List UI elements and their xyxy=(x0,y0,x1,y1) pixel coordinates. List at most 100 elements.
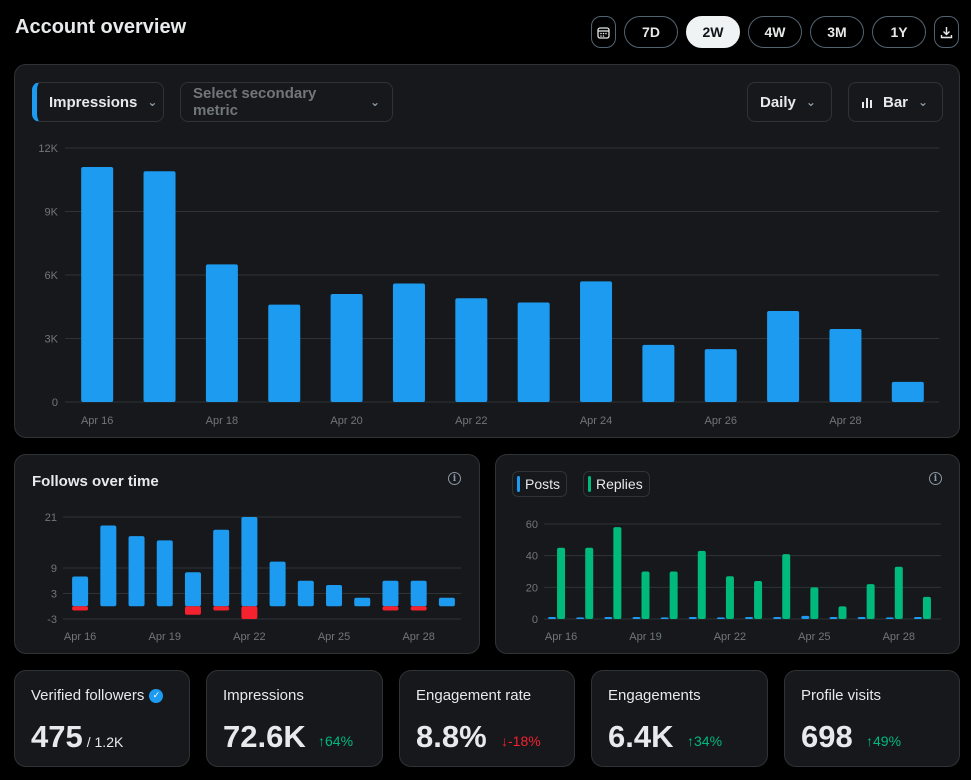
stat-value: 6.4K xyxy=(608,719,674,754)
bar-follows xyxy=(438,597,455,607)
bar-main xyxy=(704,349,737,402)
range-1y-button[interactable]: 1Y xyxy=(872,16,926,48)
stat-engagement-rate[interactable]: Engagement rate 8.8% ↓-18% xyxy=(399,670,575,767)
chevron-down-icon: ⌄ xyxy=(918,95,929,109)
bar-posts xyxy=(576,617,585,619)
stat-value: 72.6K xyxy=(223,719,306,754)
x-tick-label: Apr 28 xyxy=(402,631,434,643)
stat-engagements[interactable]: Engagements 6.4K ↑34% xyxy=(591,670,768,767)
x-tick-label: Apr 24 xyxy=(580,415,612,427)
x-tick-label: Apr 25 xyxy=(798,631,830,643)
bar-replies xyxy=(782,554,791,619)
bar-unfollows xyxy=(382,606,399,611)
bar-replies xyxy=(922,596,931,619)
stat-label: Impressions xyxy=(223,687,304,704)
range-3m-button[interactable]: 3M xyxy=(810,16,864,48)
bar-unfollows xyxy=(213,606,230,611)
bar-posts xyxy=(745,617,754,619)
range-7d-button[interactable]: 7D xyxy=(624,16,678,48)
stat-value: 475/ 1.2K xyxy=(31,719,123,755)
secondary-metric-placeholder: Select secondary metric xyxy=(193,85,317,119)
range-4w-button[interactable]: 4W xyxy=(748,16,802,48)
legend-replies-label: Replies xyxy=(596,476,643,492)
stat-label-text: Verified followers xyxy=(31,687,145,704)
stat-delta: ↑64% xyxy=(318,733,354,749)
x-tick-label: Apr 22 xyxy=(714,631,746,643)
bar-chart-icon xyxy=(862,98,872,108)
bar-posts xyxy=(548,617,557,619)
replies-swatch xyxy=(588,476,591,492)
stat-profile-visits[interactable]: Profile visits 698 ↑49% xyxy=(784,670,960,767)
chart-type-label: Bar xyxy=(883,93,909,111)
download-icon xyxy=(940,26,953,38)
bar-main xyxy=(517,302,550,402)
bar-follows xyxy=(382,580,399,607)
legend-posts-label: Posts xyxy=(525,476,561,492)
chart-type-select[interactable]: Bar ⌄ xyxy=(848,82,943,122)
bar-replies xyxy=(641,571,650,619)
bar-unfollows xyxy=(410,606,427,611)
bar-follows xyxy=(128,536,145,607)
legend-posts[interactable]: Posts xyxy=(512,471,568,497)
bar-replies xyxy=(725,576,734,619)
posts-chart-card: Posts Replies i 0 20 40 60 Apr 16 Apr 19 Apr 2… xyxy=(495,454,960,654)
bar-main xyxy=(330,294,363,402)
y-tick-label: 3 xyxy=(51,589,57,601)
stat-label: Engagement rate xyxy=(416,687,532,704)
bar-unfollows xyxy=(72,606,89,611)
info-icon[interactable]: i xyxy=(448,472,461,485)
bar-follows xyxy=(410,580,427,607)
interval-select[interactable]: Daily ⌄ xyxy=(747,82,832,122)
bar-replies xyxy=(894,566,903,619)
x-tick-label: Apr 18 xyxy=(206,415,238,427)
chevron-down-icon: ⌄ xyxy=(369,95,380,109)
bar-replies xyxy=(557,547,566,619)
range-2w-button[interactable]: 2W xyxy=(686,16,740,48)
bar-replies xyxy=(697,550,706,619)
secondary-metric-select[interactable]: Select secondary metric ⌄ xyxy=(180,82,393,122)
x-tick-label: Apr 19 xyxy=(629,631,661,643)
stat-value: 8.8% xyxy=(416,719,487,754)
impressions-bar-chart: 0 3K 6K 9K 12K Apr 16 Apr 18 Apr 20 Apr 22 Apr 24… xyxy=(38,143,939,427)
bar-main xyxy=(829,328,862,402)
posts-replies-bar-chart: 0 20 40 60 Apr 16 Apr 19 Apr 22 Apr 25 Apr 28 xyxy=(526,519,941,643)
x-tick-label: Apr 16 xyxy=(81,415,113,427)
page-title: Account overview xyxy=(15,16,187,38)
follows-chart-card: Follows over time i -3 3 9 21 Apr 16 Apr 19 Ap… xyxy=(14,454,480,654)
bar-main xyxy=(891,381,924,402)
stat-impressions[interactable]: Impressions 72.6K ↑64% xyxy=(206,670,383,767)
y-tick-label: 3K xyxy=(45,334,59,346)
bar-posts xyxy=(885,617,894,619)
bar-posts xyxy=(604,617,613,619)
bar-main xyxy=(268,304,301,402)
y-tick-label: 9K xyxy=(45,207,59,219)
y-tick-label: 12K xyxy=(38,143,58,155)
stat-sub: / 1.2K xyxy=(86,734,124,750)
info-icon[interactable]: i xyxy=(929,472,942,485)
stat-delta: ↑34% xyxy=(687,733,723,749)
follows-title: Follows over time xyxy=(32,473,159,490)
x-tick-label: Apr 22 xyxy=(455,415,487,427)
bar-unfollows xyxy=(184,606,201,615)
y-tick-label: 6K xyxy=(45,270,59,282)
bar-follows xyxy=(326,585,343,607)
download-button[interactable] xyxy=(934,16,959,48)
verified-badge-icon: ✓ xyxy=(149,688,164,703)
bar-replies xyxy=(613,527,622,619)
y-tick-label: 40 xyxy=(526,551,538,563)
stat-verified-followers[interactable]: Verified followers ✓ 475/ 1.2K xyxy=(14,670,190,767)
primary-metric-select[interactable]: Impressions ⌄ xyxy=(32,82,164,122)
bar-main xyxy=(642,344,675,402)
stat-delta: ↓-18% xyxy=(501,733,541,749)
calendar-button[interactable] xyxy=(591,16,616,48)
x-tick-label: Apr 28 xyxy=(883,631,915,643)
calendar-icon xyxy=(597,26,610,39)
bar-main xyxy=(767,310,800,402)
y-tick-label: 0 xyxy=(52,397,58,409)
bar-replies xyxy=(866,584,875,619)
posts-swatch xyxy=(517,476,520,492)
bar-main xyxy=(580,281,613,402)
bar-posts xyxy=(913,617,922,619)
bar-posts xyxy=(688,617,697,619)
legend-replies[interactable]: Replies xyxy=(583,471,650,497)
